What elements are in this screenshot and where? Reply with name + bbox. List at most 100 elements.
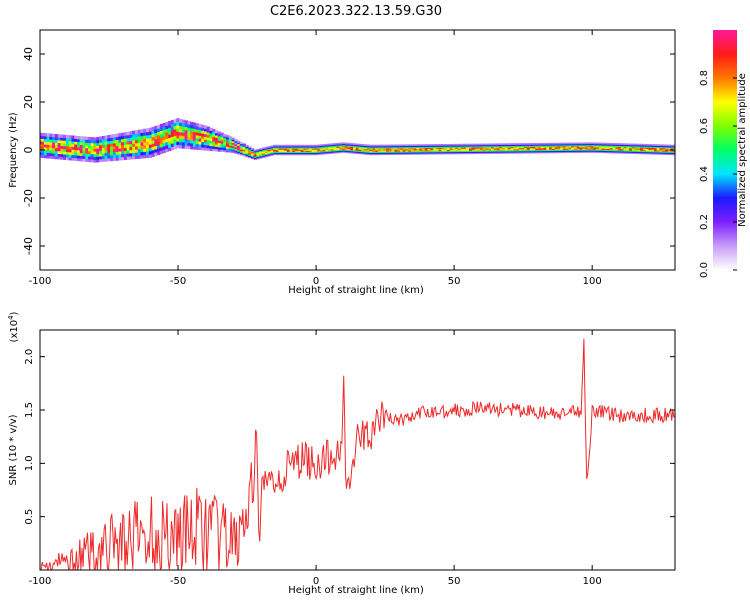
spectrogram-cell bbox=[270, 146, 274, 149]
spectrogram-cell bbox=[284, 153, 288, 156]
snr-x-tick-label: 50 bbox=[448, 576, 461, 587]
spectrogram-cell bbox=[601, 150, 605, 153]
spectrogram-cell bbox=[226, 149, 230, 153]
spectrogram-cell bbox=[609, 144, 614, 146]
spectrogram-cell bbox=[659, 148, 663, 151]
spectrogram-cell bbox=[107, 140, 111, 145]
spectrogram-cell bbox=[110, 143, 114, 147]
spectrogram-cell bbox=[460, 150, 465, 153]
spectrogram-cell bbox=[223, 141, 227, 145]
spectrogram-cell bbox=[482, 146, 487, 149]
spectrogram-cell bbox=[383, 149, 387, 151]
spectrogram-cell bbox=[217, 146, 222, 150]
spectrogram-cell bbox=[101, 158, 106, 162]
colorbar-label: Normalized spectral amplitude bbox=[737, 73, 748, 227]
spectrogram-cell bbox=[281, 144, 285, 147]
spectrogram-cell bbox=[303, 153, 307, 156]
spectrogram-cell bbox=[82, 155, 86, 159]
spectrogram-cell bbox=[270, 145, 274, 148]
spectrogram-cell bbox=[264, 154, 269, 157]
spectrogram-cell bbox=[642, 151, 647, 154]
spectrogram-cell bbox=[223, 145, 227, 149]
spectrogram-cell bbox=[380, 152, 385, 154]
spectrogram-cell bbox=[162, 129, 166, 134]
spectrogram-cell bbox=[651, 148, 655, 151]
spectrogram-cell bbox=[54, 142, 59, 146]
spectrogram-cell bbox=[419, 152, 423, 155]
spectrogram-cell bbox=[551, 148, 556, 150]
spectrogram-cell bbox=[413, 150, 418, 153]
spectrogram-cell bbox=[151, 149, 155, 154]
spectrogram-cell bbox=[68, 151, 73, 155]
spectrogram-cell bbox=[640, 143, 644, 146]
spectrogram-cell bbox=[463, 147, 467, 149]
spectrogram-cell bbox=[493, 152, 498, 154]
spectrogram-cell bbox=[513, 146, 517, 149]
spectrogram-cell bbox=[573, 150, 578, 152]
spectrogram-cell bbox=[596, 143, 600, 146]
spectrogram-cell bbox=[670, 144, 674, 147]
spectrogram-cell bbox=[154, 135, 158, 140]
spectrogram-cell bbox=[184, 120, 189, 125]
spectrogram-cell bbox=[471, 148, 476, 150]
spectrogram-cell bbox=[350, 148, 354, 151]
spectrogram-cell bbox=[399, 148, 404, 151]
spectrogram-cell bbox=[333, 145, 338, 147]
spectrogram-cell bbox=[68, 135, 73, 139]
spectrogram-cell bbox=[673, 152, 675, 155]
spectrogram-cell bbox=[549, 142, 553, 145]
snr-frame bbox=[39, 329, 676, 571]
spectrogram-cell bbox=[284, 152, 288, 155]
spectrogram-cell bbox=[554, 147, 558, 149]
spectrogram-cell bbox=[272, 145, 277, 148]
spectrogram-cell bbox=[438, 145, 443, 147]
spectrogram-cell bbox=[645, 151, 650, 154]
spectrogram-cell bbox=[154, 142, 158, 147]
spectrogram-cell bbox=[441, 146, 445, 148]
spectrogram-cell bbox=[438, 151, 443, 154]
spectrogram-cell bbox=[228, 146, 233, 150]
spectrogram-cell bbox=[344, 144, 349, 147]
spectrogram-cell bbox=[411, 147, 415, 150]
spectrogram-cell bbox=[115, 136, 119, 141]
spectrogram-cell bbox=[40, 138, 42, 142]
spectrogram-cell bbox=[471, 143, 476, 146]
spectrogram-cell bbox=[272, 144, 277, 147]
spectrogram-x-tick-label: 50 bbox=[448, 276, 461, 287]
spectrogram-cell bbox=[212, 131, 216, 135]
spectrogram-cell bbox=[145, 147, 150, 152]
spectrogram-cell bbox=[226, 136, 230, 140]
spectrogram-cell bbox=[63, 134, 67, 139]
spectrogram-cell bbox=[469, 148, 473, 150]
spectrogram-cell bbox=[532, 146, 536, 148]
spectrogram-cell bbox=[237, 140, 241, 143]
spectrogram-cell bbox=[212, 133, 216, 137]
spectrogram-cell bbox=[587, 150, 592, 152]
colorbar-tick-label: 0.6 bbox=[699, 118, 710, 134]
spectrogram-cell bbox=[60, 153, 64, 157]
spectrogram-cell bbox=[195, 146, 200, 150]
spectrogram-cell bbox=[187, 136, 191, 141]
spectrogram-cell bbox=[143, 131, 147, 136]
spectrogram-cell bbox=[63, 142, 67, 147]
spectrogram-cell bbox=[372, 148, 376, 150]
spectrogram-cell bbox=[388, 145, 393, 148]
spectrogram-cell bbox=[488, 151, 492, 153]
spectrogram-cell bbox=[504, 145, 509, 148]
spectrogram-cell bbox=[416, 153, 420, 155]
spectrogram-cell bbox=[444, 148, 448, 151]
spectrogram-cell bbox=[557, 146, 561, 148]
spectrogram-cell bbox=[648, 148, 652, 151]
spectrogram-cell bbox=[176, 137, 180, 142]
spectrogram-cell bbox=[195, 131, 200, 136]
spectrogram-cell bbox=[250, 155, 255, 157]
spectrogram-cell bbox=[391, 148, 396, 151]
spectrogram-cell bbox=[121, 132, 125, 137]
spectrogram-cell bbox=[480, 151, 484, 153]
spectrogram-cell bbox=[413, 146, 418, 149]
spectrogram-cell bbox=[579, 149, 583, 151]
spectrogram-cell bbox=[220, 138, 224, 142]
spectrogram-cell bbox=[148, 144, 153, 149]
spectrogram-cell bbox=[496, 149, 500, 152]
spectrogram-cell bbox=[576, 149, 581, 151]
